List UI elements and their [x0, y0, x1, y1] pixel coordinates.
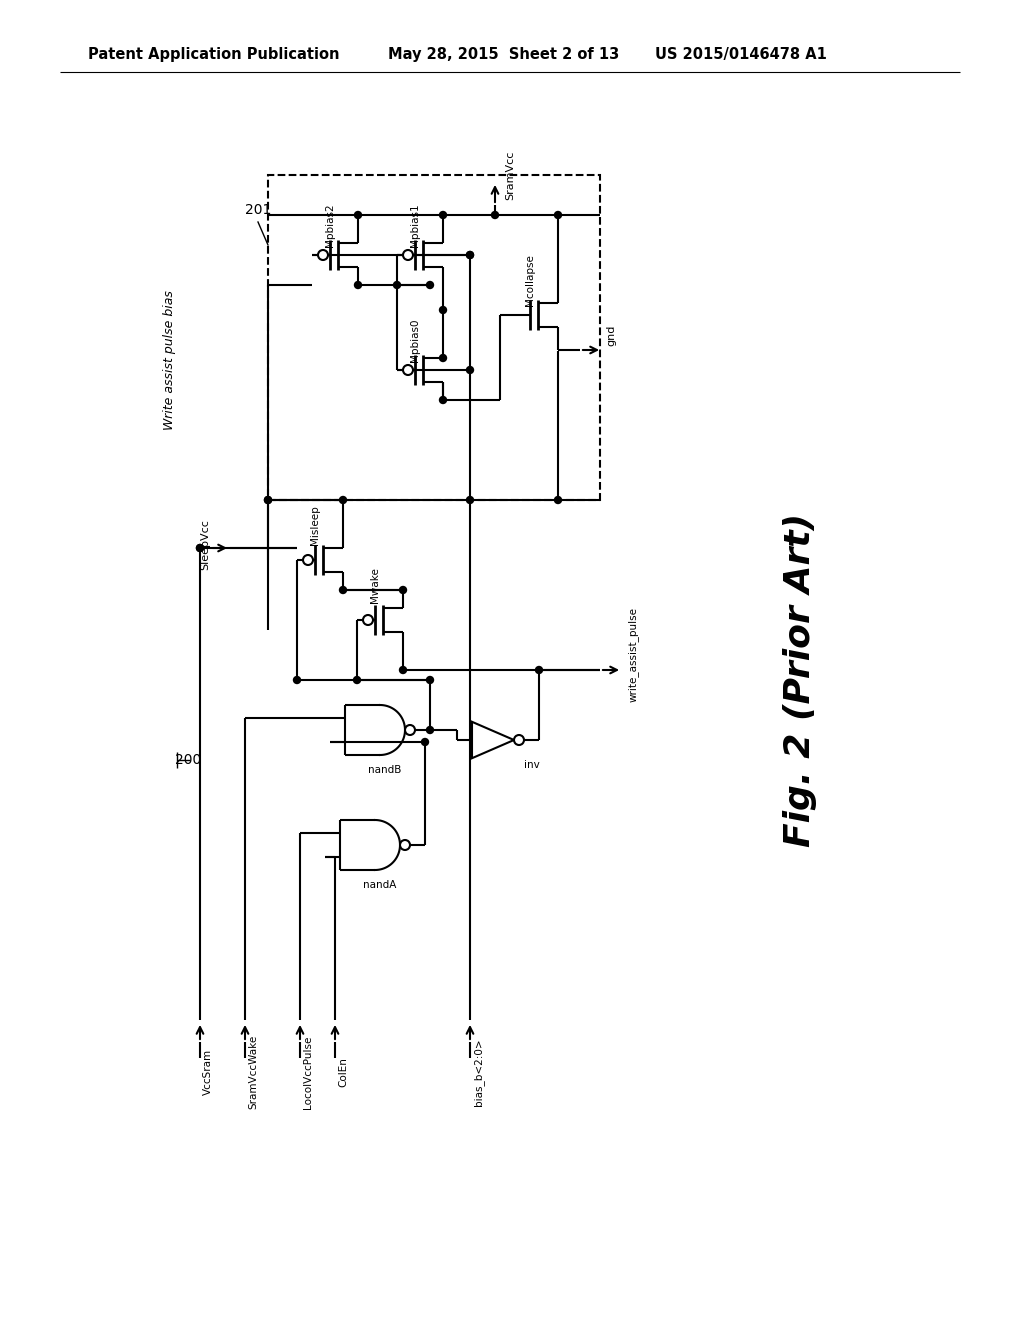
- Text: 200: 200: [175, 752, 202, 767]
- Text: SleepVcc: SleepVcc: [200, 520, 210, 570]
- Text: US 2015/0146478 A1: US 2015/0146478 A1: [655, 48, 826, 62]
- Text: Mpbias0: Mpbias0: [410, 318, 420, 362]
- Text: inv: inv: [524, 760, 540, 770]
- Circle shape: [318, 249, 328, 260]
- Circle shape: [406, 725, 415, 735]
- Text: Misleep: Misleep: [310, 506, 319, 545]
- Circle shape: [354, 211, 361, 219]
- Text: SramVcc: SramVcc: [505, 150, 515, 199]
- Bar: [268, 176, 600, 500]
- Circle shape: [294, 676, 300, 684]
- Circle shape: [427, 281, 433, 289]
- Circle shape: [439, 306, 446, 314]
- Text: ColEn: ColEn: [338, 1057, 348, 1086]
- Circle shape: [399, 586, 407, 594]
- Text: bias_b<2:0>: bias_b<2:0>: [473, 1039, 484, 1106]
- Text: Mwake: Mwake: [370, 568, 380, 603]
- Circle shape: [439, 355, 446, 362]
- Circle shape: [197, 544, 204, 552]
- Circle shape: [427, 676, 433, 684]
- Circle shape: [492, 211, 499, 219]
- Circle shape: [555, 496, 561, 503]
- Text: Mpbias2: Mpbias2: [325, 203, 335, 247]
- Circle shape: [439, 396, 446, 404]
- Text: gnd: gnd: [606, 325, 616, 346]
- Circle shape: [399, 667, 407, 673]
- Text: Write assist pulse bias: Write assist pulse bias: [164, 290, 176, 430]
- Circle shape: [354, 281, 361, 289]
- Circle shape: [536, 667, 543, 673]
- Circle shape: [427, 726, 433, 734]
- Circle shape: [467, 252, 473, 259]
- Circle shape: [514, 735, 524, 744]
- Circle shape: [264, 496, 271, 503]
- Text: nandB: nandB: [369, 766, 401, 775]
- Circle shape: [467, 252, 473, 259]
- Circle shape: [400, 840, 410, 850]
- Circle shape: [353, 676, 360, 684]
- Text: write_assist_pulse: write_assist_pulse: [628, 607, 639, 702]
- Text: Mcollapse: Mcollapse: [525, 253, 535, 306]
- Text: Fig. 2 (Prior Art): Fig. 2 (Prior Art): [783, 513, 817, 847]
- Text: SramVccWake: SramVccWake: [248, 1035, 258, 1109]
- Circle shape: [362, 615, 373, 624]
- Circle shape: [403, 366, 413, 375]
- Text: Mpbias1: Mpbias1: [410, 203, 420, 247]
- Circle shape: [303, 554, 313, 565]
- Text: nandA: nandA: [364, 880, 396, 890]
- Circle shape: [467, 496, 473, 503]
- Text: Patent Application Publication: Patent Application Publication: [88, 48, 340, 62]
- Circle shape: [403, 249, 413, 260]
- Text: May 28, 2015  Sheet 2 of 13: May 28, 2015 Sheet 2 of 13: [388, 48, 620, 62]
- Circle shape: [340, 496, 346, 503]
- Circle shape: [467, 367, 473, 374]
- Circle shape: [393, 281, 400, 289]
- Circle shape: [422, 738, 428, 746]
- Text: 201: 201: [245, 203, 271, 216]
- Circle shape: [439, 211, 446, 219]
- Text: LocoIVccPulse: LocoIVccPulse: [303, 1035, 313, 1109]
- Circle shape: [555, 211, 561, 219]
- Circle shape: [340, 586, 346, 594]
- Text: VccSram: VccSram: [203, 1049, 213, 1096]
- Circle shape: [264, 496, 271, 503]
- Circle shape: [197, 544, 204, 552]
